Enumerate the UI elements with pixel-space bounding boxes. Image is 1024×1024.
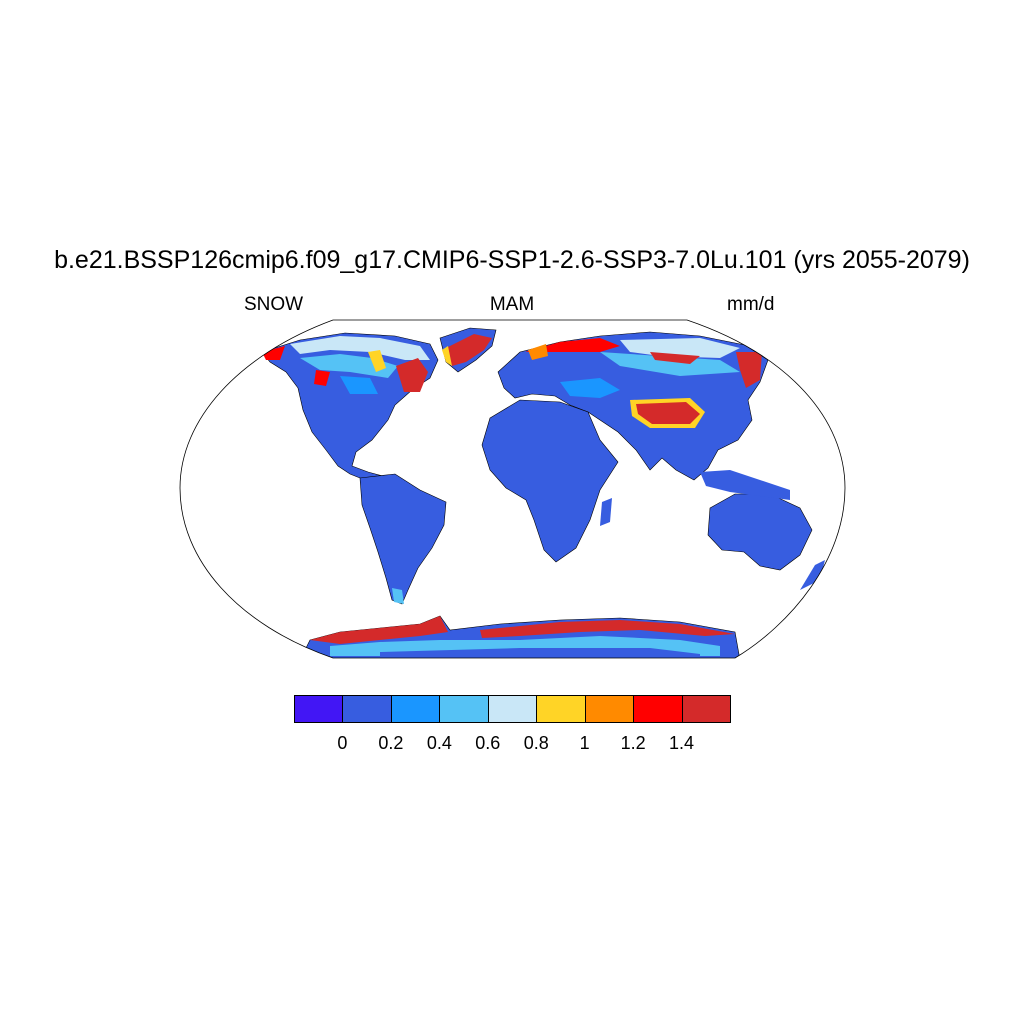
north-america-landmass xyxy=(261,332,439,491)
units-label: mm/d xyxy=(727,294,775,315)
snow-antarctica-east-coast xyxy=(480,620,735,638)
snow-eurasia-north-red xyxy=(525,338,620,352)
snow-tibet-core xyxy=(636,402,700,424)
snow-alaska xyxy=(262,346,285,360)
season-label: MAM xyxy=(489,294,535,315)
snow-quebec-red xyxy=(396,358,428,392)
australia-landmass xyxy=(707,493,813,571)
snow-kamchatka xyxy=(736,352,762,388)
plot-title: b.e21.BSSP126cmip6.f09_g17.CMIP6-SSP1-2.… xyxy=(54,246,970,274)
map-boundary xyxy=(179,319,846,659)
map-content xyxy=(261,327,825,658)
snow-greenland-high xyxy=(446,334,492,366)
colorbar-swatch xyxy=(536,695,586,723)
snow-antarctica-interior xyxy=(380,648,700,658)
snow-siberia-light xyxy=(620,338,740,358)
snow-canada-yellow xyxy=(368,350,386,372)
colorbar-swatch xyxy=(487,695,538,723)
snow-antarctica-coast xyxy=(310,616,448,644)
colorbar-swatch xyxy=(342,695,392,723)
snow-scandinavia xyxy=(528,344,548,360)
colorbar-swatch xyxy=(584,695,635,723)
colorbar-tick-label: 1.4 xyxy=(669,733,695,753)
snow-hudson xyxy=(340,376,378,394)
variable-label: SNOW xyxy=(244,294,304,315)
maritime-asia-landmass xyxy=(700,470,790,500)
snow-siberia-blue xyxy=(600,352,740,376)
snow-central-asia xyxy=(560,378,620,398)
colorbar-swatch xyxy=(633,695,683,723)
snow-rockies xyxy=(314,370,330,386)
colorbar-swatch xyxy=(390,695,441,723)
south-america-landmass xyxy=(359,473,447,605)
snow-greenland-mid xyxy=(442,346,452,366)
colorbar-swatch xyxy=(294,695,344,723)
colorbar-tick-label: 1 xyxy=(579,733,590,753)
colorbar-tick-label: 0.8 xyxy=(523,733,549,753)
africa-landmass xyxy=(481,399,619,563)
colorbar-tick-label: 0.2 xyxy=(378,733,404,753)
colorbar-tick-label: 0 xyxy=(337,733,348,753)
snow-patagonia xyxy=(392,588,404,604)
snow-siberia-red xyxy=(650,352,700,364)
madagascar-landmass xyxy=(600,498,612,526)
colorbar-tick-label: 0.6 xyxy=(475,733,501,753)
colorbar-swatch xyxy=(439,695,489,723)
colorbar-tick-label: 1.2 xyxy=(620,733,646,753)
colorbar-tick-label: 0.4 xyxy=(426,733,452,753)
colorbar-swatch xyxy=(681,695,731,723)
new-zealand-landmass xyxy=(800,560,825,590)
snow-arctic-canada xyxy=(290,336,430,360)
